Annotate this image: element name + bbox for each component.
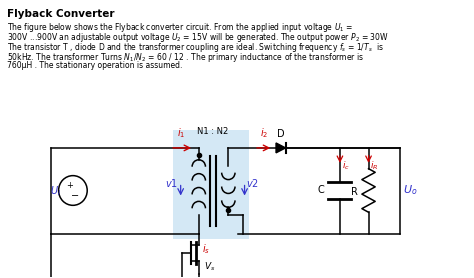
Text: $i_R$: $i_R$ <box>371 160 379 172</box>
Text: C: C <box>318 185 324 195</box>
Text: Flyback Converter: Flyback Converter <box>7 9 115 19</box>
Text: $i_s$: $i_s$ <box>201 242 210 256</box>
Text: $i_2$: $i_2$ <box>259 126 268 140</box>
Text: +: + <box>67 181 73 190</box>
Text: N1 : N2: N1 : N2 <box>198 127 229 136</box>
Text: $V_s$: $V_s$ <box>203 260 215 273</box>
Text: $U_o$: $U_o$ <box>403 183 418 197</box>
Text: $v1$: $v1$ <box>165 177 178 188</box>
Text: −: − <box>71 192 79 202</box>
Polygon shape <box>276 143 285 153</box>
Text: 300V ...900V an adjustable output voltage $U_2$ = 15V will be generated. The out: 300V ...900V an adjustable output voltag… <box>7 31 389 44</box>
Text: $i_c$: $i_c$ <box>342 160 350 172</box>
Text: D: D <box>277 129 284 139</box>
Text: The transistor T , diode D and the transformer coupling are ideal. Switching fre: The transistor T , diode D and the trans… <box>7 41 384 54</box>
Text: $v2$: $v2$ <box>246 177 259 188</box>
Text: $i_1$: $i_1$ <box>177 126 186 140</box>
Text: 760μH . The stationary operation is assumed.: 760μH . The stationary operation is assu… <box>7 61 182 70</box>
Text: The figure below shows the Flyback converter circuit. From the applied input vol: The figure below shows the Flyback conve… <box>7 21 354 34</box>
Text: 50kHz. The transformer Turns $N_1$/$N_2$ = 60 / 12 . The primary inductance of t: 50kHz. The transformer Turns $N_1$/$N_2$… <box>7 51 365 64</box>
Text: R: R <box>351 187 358 197</box>
Text: $U_i$: $U_i$ <box>50 185 61 198</box>
Bar <box>173 130 249 239</box>
